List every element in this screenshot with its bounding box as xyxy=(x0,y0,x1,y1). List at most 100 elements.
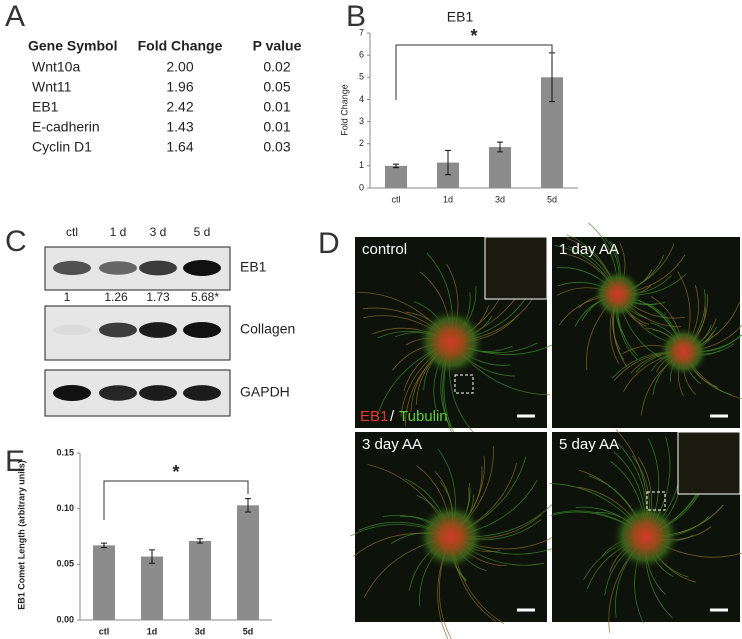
panel-letter: B xyxy=(346,0,366,33)
blot-band xyxy=(139,385,177,401)
micrograph-label: 5 day AA xyxy=(559,436,619,453)
error-bar xyxy=(393,163,399,169)
y-tick-label: 0.10 xyxy=(56,503,74,513)
y-tick-label: 0 xyxy=(359,182,364,192)
legend-text: / xyxy=(390,408,395,425)
error-bar xyxy=(245,498,251,513)
table-cell: 2.00 xyxy=(166,59,193,75)
table-cell: 1.64 xyxy=(166,139,193,155)
table-cell: 1.96 xyxy=(166,79,193,95)
band-label: GAPDH xyxy=(240,384,290,400)
y-tick-label: 3 xyxy=(359,116,364,126)
micrograph-label: 1 day AA xyxy=(559,241,619,258)
micrograph xyxy=(552,237,740,428)
y-tick-label: 0.15 xyxy=(56,447,74,457)
y-axis-label: EB1 Comet Length (arbitrary units) xyxy=(16,460,26,610)
bar xyxy=(237,505,259,620)
panel-letter: D xyxy=(318,227,340,260)
y-tick-label: 0.00 xyxy=(56,614,74,624)
table-cell: Cyclin D1 xyxy=(32,139,92,155)
blot-band xyxy=(53,260,91,276)
inset-box xyxy=(454,374,474,394)
significance-bracket xyxy=(395,44,553,100)
y-axis-label: Fold Change xyxy=(339,84,349,136)
chart-title: EB1 xyxy=(447,9,474,25)
band-label: Collagen xyxy=(240,321,295,337)
table-cell: Wnt10a xyxy=(32,59,80,75)
lane-label: 5 d xyxy=(194,225,211,239)
bar xyxy=(141,556,163,620)
table-cell: 0.05 xyxy=(263,79,290,95)
table-header: Gene Symbol xyxy=(28,38,117,54)
bar xyxy=(437,162,459,188)
x-tick-label: 1d xyxy=(147,626,158,636)
x-tick-label: 3d xyxy=(495,194,505,204)
legend-text: Tubulin xyxy=(399,408,448,425)
cell-body xyxy=(417,502,485,571)
table-cell: 2.42 xyxy=(166,99,193,115)
y-tick-label: 6 xyxy=(359,50,364,60)
cell-body xyxy=(417,308,485,376)
cell-body xyxy=(658,326,709,377)
y-tick-label: 5 xyxy=(359,72,364,82)
table-cell: 0.03 xyxy=(263,139,290,155)
blot-band xyxy=(99,385,137,401)
y-tick-label: 0.05 xyxy=(56,559,74,569)
blot-band xyxy=(139,322,177,338)
blot-band xyxy=(183,322,221,338)
blot-band xyxy=(53,324,91,336)
bar xyxy=(189,540,211,620)
blot-band xyxy=(53,385,91,401)
lane-label: ctl xyxy=(66,225,78,239)
blot-band xyxy=(99,261,137,275)
bar xyxy=(541,77,563,188)
table-cell: E-cadherin xyxy=(32,119,100,135)
table-cell: 1.43 xyxy=(166,119,193,135)
cell-body xyxy=(593,269,643,320)
y-tick-label: 7 xyxy=(359,27,364,37)
table-header: Fold Change xyxy=(138,38,223,54)
table-cell: EB1 xyxy=(32,99,59,115)
annotation: * xyxy=(172,462,179,482)
inset xyxy=(484,236,548,300)
significance-bracket xyxy=(103,480,249,520)
panel-letter: E xyxy=(5,445,25,478)
panel-letter: A xyxy=(5,0,25,33)
micrograph-label: 3 day AA xyxy=(362,436,422,453)
bar xyxy=(385,165,407,188)
table-cell: 0.01 xyxy=(263,99,290,115)
y-tick-label: 4 xyxy=(359,94,364,104)
lane-label: 3 d xyxy=(150,225,167,239)
band-label: EB1 xyxy=(240,259,267,275)
table-cell: 0.01 xyxy=(263,119,290,135)
quantification: 1 xyxy=(64,290,71,304)
x-tick-label: 5d xyxy=(243,626,254,636)
bar xyxy=(93,545,115,620)
x-tick-label: 1d xyxy=(443,194,453,204)
quantification: 5.68* xyxy=(191,290,219,304)
x-tick-label: 5d xyxy=(547,194,557,204)
error-bar xyxy=(149,549,155,564)
y-tick-label: 1 xyxy=(359,160,364,170)
x-tick-label: 3d xyxy=(195,626,206,636)
micrograph-label: control xyxy=(362,241,407,258)
table-cell: 0.02 xyxy=(263,59,290,75)
lane-label: 1 d xyxy=(110,225,127,239)
x-tick-label: ctl xyxy=(392,194,401,204)
blot-band xyxy=(183,260,221,276)
micrographs: control 1 day AA 3 day AA 5 day AA EB1/Tubul… xyxy=(350,222,742,639)
error-bar xyxy=(445,149,451,176)
error-bar xyxy=(197,538,203,544)
table-cell: Wnt11 xyxy=(32,79,72,95)
panel-letter: C xyxy=(5,225,27,258)
inset-box xyxy=(646,491,666,511)
inset xyxy=(677,431,741,495)
legend-text: EB1 xyxy=(360,408,388,425)
quantification: 1.73 xyxy=(146,290,170,304)
error-bar xyxy=(101,542,107,549)
quantification: 1.26 xyxy=(104,290,128,304)
table-header: P value xyxy=(253,38,302,54)
blot-band xyxy=(183,385,221,401)
blot-band xyxy=(139,260,177,276)
